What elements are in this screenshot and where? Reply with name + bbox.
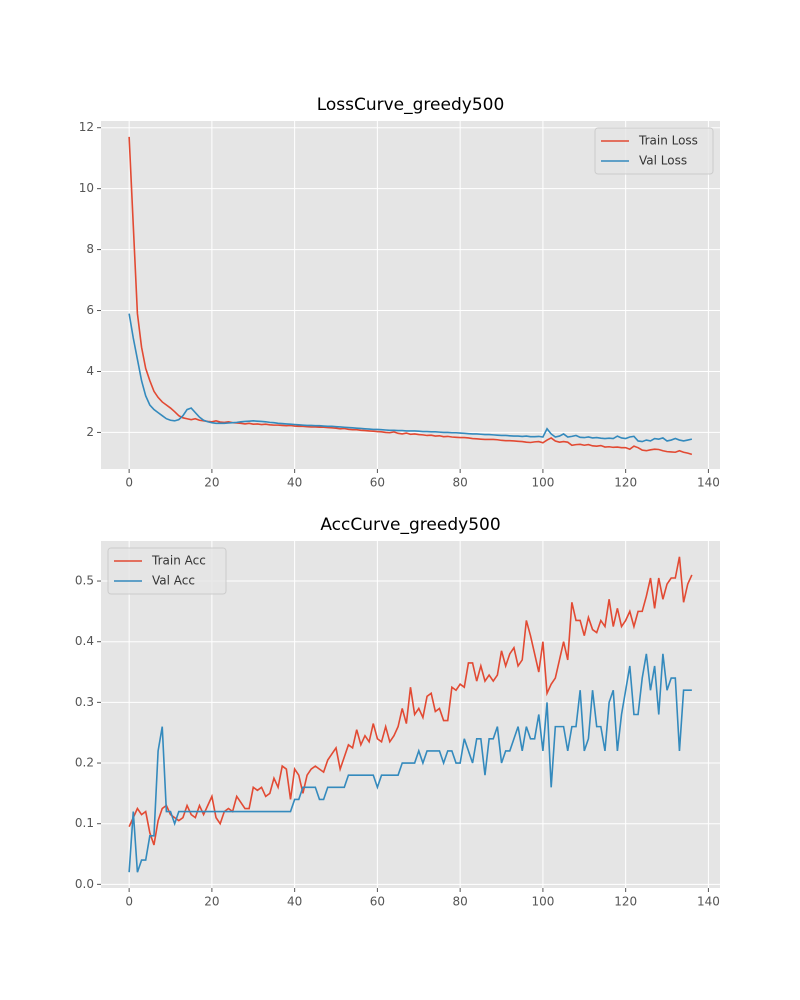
y-tick-label: 0.3 [75, 695, 94, 709]
y-tick-label: 12 [79, 120, 94, 134]
x-tick-label: 20 [204, 476, 219, 490]
x-tick-label: 80 [453, 895, 468, 909]
series-line [128, 556, 693, 846]
x-tick-label: 20 [204, 895, 219, 909]
legend-box [594, 127, 714, 175]
y-tick-label: 4 [86, 364, 94, 378]
x-tick-label: 40 [287, 895, 302, 909]
series-line [128, 653, 692, 873]
legend-label: Train Acc [151, 554, 206, 568]
y-tick-label: 0.2 [75, 756, 94, 770]
legend-label: Train Loss [638, 134, 698, 148]
x-tick-label: 80 [453, 476, 468, 490]
y-tick-label: 8 [86, 242, 94, 256]
plot-area [101, 541, 720, 888]
x-tick-label: 120 [614, 895, 637, 909]
legend-label: Val Acc [152, 574, 195, 588]
chart-title: LossCurve_greedy500 [317, 95, 505, 115]
y-tick-label: 0.4 [75, 634, 94, 648]
x-tick-label: 120 [614, 476, 637, 490]
x-tick-label: 60 [370, 895, 385, 909]
legend-label: Val Loss [639, 154, 687, 168]
legend-box [107, 547, 227, 595]
series-line [128, 313, 693, 443]
y-tick-label: 10 [79, 181, 94, 195]
y-tick-label: 2 [86, 425, 94, 439]
y-tick-label: 6 [86, 303, 94, 317]
chart-title: AccCurve_greedy500 [320, 515, 500, 535]
plot-area [101, 121, 720, 469]
series-line [128, 136, 693, 456]
x-tick-label: 140 [697, 476, 720, 490]
x-tick-label: 60 [370, 476, 385, 490]
x-tick-label: 100 [531, 895, 554, 909]
y-tick-label: 0.1 [75, 816, 94, 830]
x-tick-label: 0 [125, 476, 133, 490]
y-tick-label: 0.5 [75, 574, 94, 588]
y-tick-label: 0.0 [75, 877, 94, 891]
x-tick-label: 40 [287, 476, 302, 490]
x-tick-label: 140 [697, 895, 720, 909]
x-tick-label: 0 [125, 895, 133, 909]
x-tick-label: 100 [531, 476, 554, 490]
